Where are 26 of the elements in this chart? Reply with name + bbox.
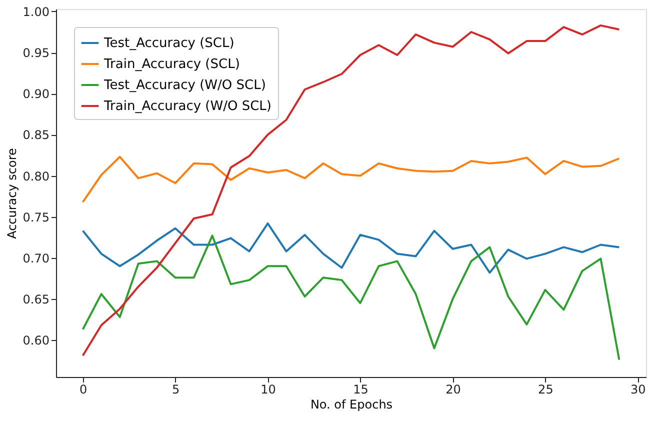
x-axis-title: No. of Epochs [310,398,393,412]
legend-label: Test_Accuracy (W/O SCL) [103,78,266,93]
y-tick-label: 0.60 [22,334,50,348]
legend-label: Train_Accuracy (SCL) [103,57,240,72]
y-tick-label: 0.70 [22,251,50,266]
legend-label: Test_Accuracy (SCL) [103,36,234,51]
y-tick-label: 0.75 [22,210,50,224]
x-tick-label: 15 [353,382,368,396]
y-tick-label: 0.95 [22,46,50,60]
line-series [82,222,620,274]
y-tick-label: 0.80 [22,169,50,184]
line-series [82,156,620,204]
y-tick-label: 0.90 [22,87,50,102]
x-tick-label: 5 [172,382,180,396]
legend-label: Train_Accuracy (W/O SCL) [103,99,272,114]
y-tick-label: 0.65 [22,292,50,306]
x-tick-label: 30 [630,382,646,396]
x-tick-label: 25 [538,382,554,396]
x-tick-label: 20 [446,382,461,396]
line-series [82,234,620,361]
line-series [82,24,620,357]
y-axis-title: Accuracy score [4,148,19,239]
x-tick-label: 10 [260,382,276,396]
y-tick-label: 1.00 [22,4,50,19]
y-tick-label: 0.85 [22,128,50,142]
x-tick-label: 0 [80,382,88,396]
